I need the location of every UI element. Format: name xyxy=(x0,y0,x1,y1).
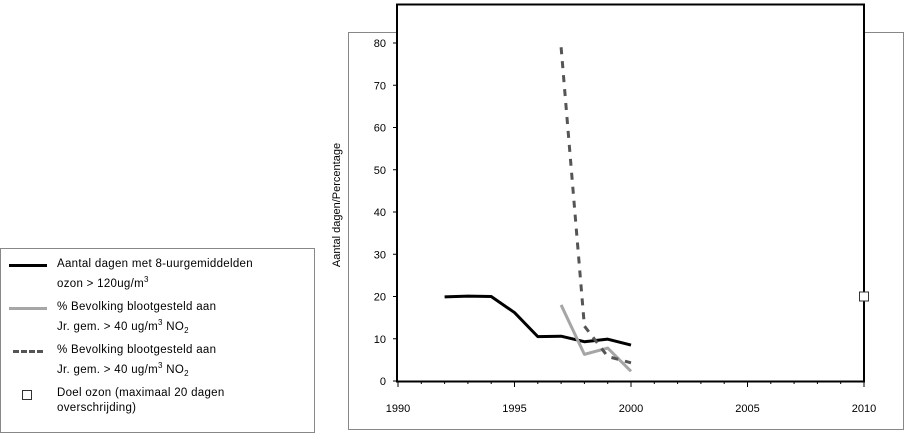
x-tick-label: 1995 xyxy=(502,403,526,415)
x-tick-label: 2010 xyxy=(852,403,876,415)
y-axis-label: Aantal dagen/Percentage xyxy=(331,143,343,267)
legend-label: overschrijding) xyxy=(57,402,137,414)
x-tick-label: 2005 xyxy=(735,403,759,415)
legend-label: ozon > 120ug/m xyxy=(57,277,144,290)
legend-label: Doel ozon (maximaal 20 dagen xyxy=(57,387,225,399)
legend-sub: 2 xyxy=(184,369,189,379)
legend-item-no2-dashed: % Bevolking blootgesteld aan Jr. gem. > 4… xyxy=(1,343,311,383)
legend-item-ozon: Aantal dagen met 8-uurgemiddelden ozon > … xyxy=(1,257,311,297)
legend-sup: 3 xyxy=(157,361,163,370)
legend-label: NO xyxy=(162,363,185,376)
legend-label: % Bevolking blootgesteld aan xyxy=(57,301,217,313)
legend: Aantal dagen met 8-uurgemiddelden ozon > … xyxy=(0,248,315,433)
legend-sup: 3 xyxy=(144,275,149,284)
target-marker-doel-ozon xyxy=(859,291,869,302)
plot-area-frame xyxy=(396,3,865,383)
legend-label: Jr. gem. > 40 ug/m xyxy=(57,363,158,376)
y-tick-label: 0 xyxy=(380,376,386,388)
legend-sub: 2 xyxy=(184,326,189,336)
legend-square-marker xyxy=(22,390,32,400)
y-tick-label: 60 xyxy=(374,123,386,135)
y-tick-label: 10 xyxy=(374,334,386,346)
legend-label: Aantal dagen met 8-uurgemiddelden xyxy=(57,258,253,270)
y-tick-label: 30 xyxy=(374,249,386,261)
legend-item-doel-ozon: Doel ozon (maximaal 20 dagen overschrijdi… xyxy=(1,386,311,426)
legend-label: Jr. gem. > 40 ug/m xyxy=(57,320,158,333)
legend-sup: 3 xyxy=(157,318,163,327)
x-tick-label: 2000 xyxy=(619,403,643,415)
series-line-0 xyxy=(444,294,632,347)
y-tick-label: 40 xyxy=(374,207,386,219)
legend-swatch-solid-gray xyxy=(9,307,47,310)
legend-label: % Bevolking blootgesteld aan xyxy=(57,344,217,356)
legend-item-no2-gray: % Bevolking blootgesteld aan Jr. gem. > 4… xyxy=(1,300,311,340)
y-tick-label: 70 xyxy=(374,80,386,92)
series-line-2 xyxy=(559,47,632,365)
series-line-1 xyxy=(559,304,633,373)
legend-label: NO xyxy=(162,320,185,333)
legend-swatch-solid-black xyxy=(9,264,47,267)
legend-swatch-dashed xyxy=(13,350,43,353)
y-tick-label: 80 xyxy=(374,38,386,50)
y-tick-label: 50 xyxy=(374,165,386,177)
x-tick-label: 1990 xyxy=(386,403,410,415)
y-tick-label: 20 xyxy=(374,292,386,304)
